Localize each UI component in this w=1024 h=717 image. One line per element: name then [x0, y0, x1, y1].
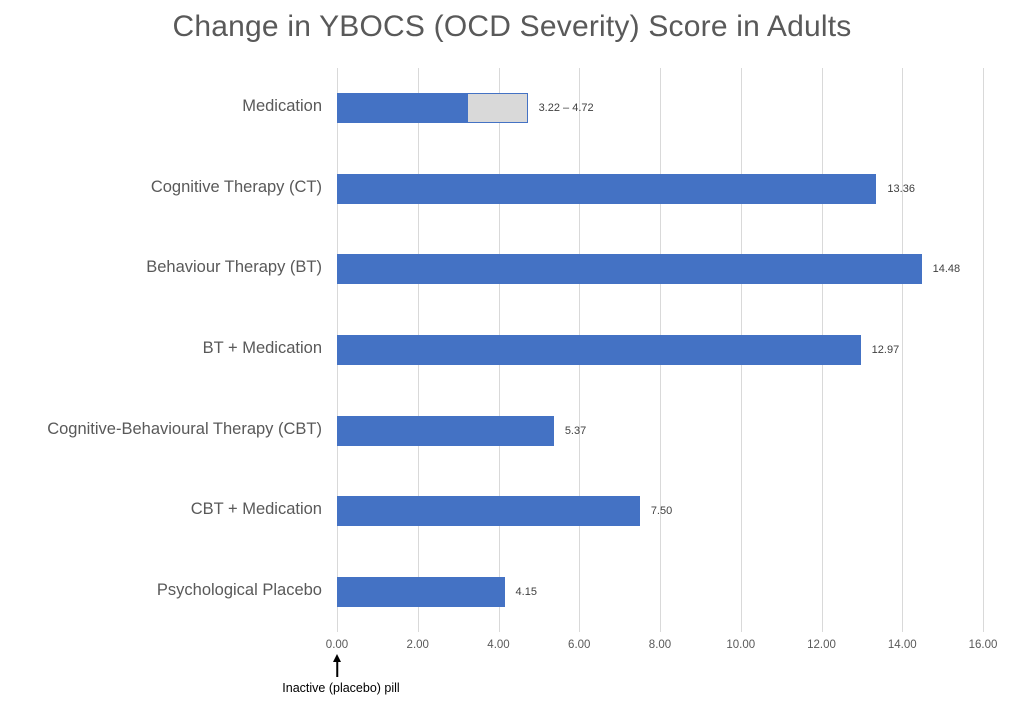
gridline [902, 68, 904, 632]
category-label: CBT + Medication [190, 500, 322, 519]
chart-title: Change in YBOCS (OCD Severity) Score in … [172, 10, 852, 43]
category-label: Medication [242, 97, 322, 116]
annotation-arrow-stem [336, 661, 338, 677]
bar [337, 415, 554, 446]
category-label: Cognitive-Behavioural Therapy (CBT) [47, 419, 322, 438]
bar [337, 576, 505, 607]
category-label: Psychological Placebo [156, 580, 322, 599]
x-axis-tick-label: 4.00 [487, 639, 510, 651]
data-label: 14.48 [932, 263, 961, 276]
x-axis-tick-label: 6.00 [568, 639, 591, 651]
data-label: 3.22 – 4.72 [538, 102, 594, 115]
bar [337, 335, 861, 365]
x-axis-tick-label: 14.00 [887, 639, 917, 651]
data-label: 13.36 [887, 182, 915, 195]
category-label: Behaviour Therapy (BT) [146, 258, 322, 277]
x-axis-tick-label: 0.00 [325, 639, 349, 651]
x-axis-tick-label: 10.00 [726, 639, 756, 651]
x-axis-tick-label: 2.00 [406, 639, 429, 651]
x-axis-tick-label: 12.00 [807, 639, 836, 651]
category-label: BT + Medication [202, 339, 322, 357]
data-label: 12.97 [871, 344, 900, 356]
x-axis-tick-label: 16.00 [968, 639, 998, 651]
bar [337, 254, 922, 285]
annotation-text: Inactive (placebo) pill [282, 681, 400, 695]
range-segment [467, 93, 528, 124]
data-label: 5.37 [564, 424, 587, 437]
category-label: Cognitive Therapy (CT) [150, 177, 322, 196]
bar [337, 173, 877, 204]
bar [337, 496, 640, 527]
bar [337, 93, 467, 124]
x-axis-tick-label: 8.00 [648, 639, 672, 651]
data-label: 4.15 [515, 585, 537, 598]
gridline [983, 68, 984, 632]
annotation-arrow-icon [333, 654, 341, 662]
data-label: 7.50 [650, 505, 673, 518]
